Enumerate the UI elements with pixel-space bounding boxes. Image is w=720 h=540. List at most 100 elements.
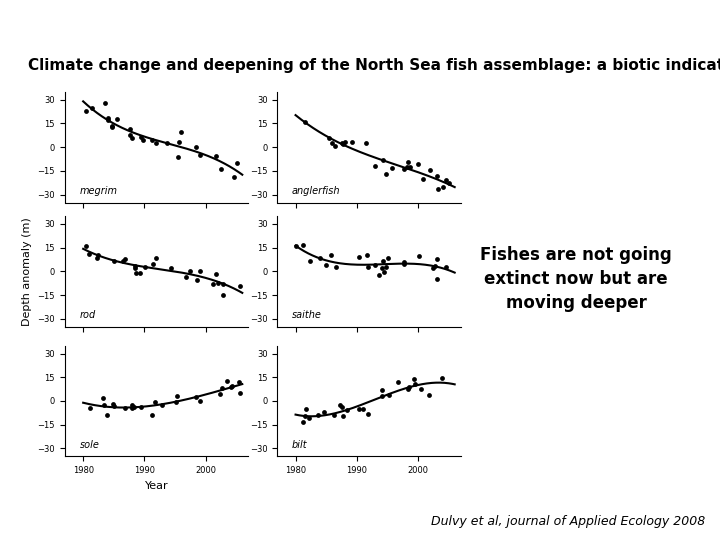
Point xyxy=(432,255,444,264)
Text: Problems: temporal changes (Climate change): Problems: temporal changes (Climate chan… xyxy=(182,10,538,25)
Point xyxy=(214,390,225,399)
Point xyxy=(357,404,369,413)
Point xyxy=(99,401,110,409)
Point xyxy=(329,141,341,150)
Point xyxy=(380,170,392,178)
Point xyxy=(217,280,228,288)
Point xyxy=(362,262,374,271)
Point xyxy=(191,276,202,285)
Point xyxy=(398,258,410,266)
Point xyxy=(130,262,141,271)
Point xyxy=(225,383,236,391)
Point xyxy=(194,267,206,275)
Point xyxy=(387,164,398,173)
Point xyxy=(304,256,315,265)
Point xyxy=(229,173,240,181)
Point xyxy=(232,159,243,167)
Point xyxy=(405,163,416,172)
Text: saithe: saithe xyxy=(292,310,322,320)
Point xyxy=(171,398,182,407)
Point xyxy=(440,263,451,272)
Text: Fishes are not going: Fishes are not going xyxy=(480,246,672,264)
Point xyxy=(353,252,364,261)
Point xyxy=(107,122,118,131)
Point xyxy=(124,131,135,139)
Point xyxy=(86,104,98,112)
Point xyxy=(234,388,246,397)
Point xyxy=(83,249,94,258)
Point xyxy=(437,183,449,192)
Point xyxy=(424,166,436,174)
Point xyxy=(330,262,342,271)
Text: sole: sole xyxy=(79,440,99,450)
Point xyxy=(134,268,145,277)
Point xyxy=(361,251,373,260)
Point xyxy=(323,133,335,142)
Point xyxy=(297,418,309,427)
Point xyxy=(377,156,388,165)
Point xyxy=(378,268,390,276)
Point xyxy=(84,403,96,412)
Point xyxy=(175,128,186,137)
Text: moving deeper: moving deeper xyxy=(505,294,647,313)
Point xyxy=(314,254,325,262)
Text: extinct now but are: extinct now but are xyxy=(484,270,668,288)
Point xyxy=(418,174,429,183)
Point xyxy=(402,385,413,394)
Point xyxy=(190,143,202,152)
Point xyxy=(384,391,395,400)
Point xyxy=(409,375,420,383)
Point xyxy=(146,411,158,420)
X-axis label: Year: Year xyxy=(145,481,168,490)
Point xyxy=(109,256,120,265)
Point xyxy=(337,411,348,420)
Text: bilt: bilt xyxy=(292,440,307,450)
Point xyxy=(299,412,310,421)
Text: megrim: megrim xyxy=(79,186,117,196)
Point xyxy=(377,257,389,266)
Point xyxy=(382,254,393,262)
Point xyxy=(212,279,224,287)
Point xyxy=(233,378,245,387)
Point xyxy=(398,260,410,268)
Point xyxy=(150,138,161,147)
Point xyxy=(117,256,128,265)
Point xyxy=(300,117,311,126)
Point xyxy=(119,404,130,413)
Point xyxy=(190,393,202,401)
Point xyxy=(342,406,354,414)
Point xyxy=(354,404,365,413)
Point xyxy=(194,396,206,405)
Point xyxy=(377,264,388,273)
Point xyxy=(440,176,451,185)
Point xyxy=(413,251,424,260)
Y-axis label: Depth anomaly (m): Depth anomaly (m) xyxy=(22,217,32,326)
Point xyxy=(184,267,196,276)
Point xyxy=(336,402,348,411)
Point xyxy=(161,138,172,147)
Point xyxy=(376,386,387,394)
Point xyxy=(135,403,147,411)
Point xyxy=(361,409,373,418)
Point xyxy=(413,160,424,168)
Point xyxy=(423,390,434,399)
Point xyxy=(99,99,111,107)
Point xyxy=(377,392,388,400)
Point xyxy=(128,402,140,411)
Point xyxy=(432,171,444,180)
Point xyxy=(374,271,385,280)
Point xyxy=(217,291,229,299)
Point xyxy=(181,273,192,281)
Point xyxy=(194,151,205,159)
Point xyxy=(126,134,138,143)
Point xyxy=(124,125,135,133)
Point xyxy=(318,408,329,416)
Point xyxy=(127,401,138,409)
Point xyxy=(226,381,238,390)
Point xyxy=(404,382,415,391)
Point xyxy=(150,254,162,263)
Point xyxy=(291,242,302,251)
Text: rod: rod xyxy=(79,310,96,320)
Point xyxy=(140,263,151,272)
Point xyxy=(415,384,427,393)
